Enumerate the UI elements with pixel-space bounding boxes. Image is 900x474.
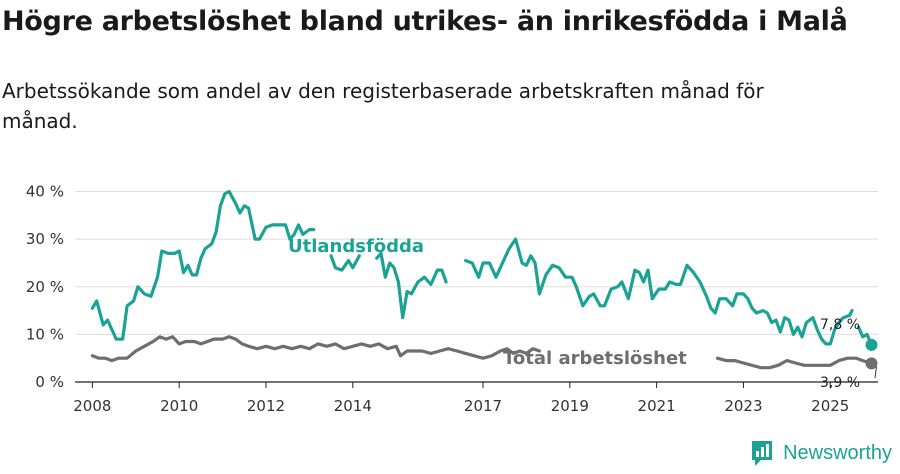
end-label-leader [874,366,877,379]
series-line-1 [90,335,541,363]
x-tick-label: 2012 [247,397,285,415]
y-tick-label: 30 % [26,230,64,248]
y-tick-label: 10 % [26,325,64,343]
x-tick-label: 2023 [724,397,762,415]
y-tick-label: 40 % [26,183,64,201]
grid-layer [75,191,878,383]
series-line-1 [715,356,874,370]
x-tick-label: 2021 [638,397,676,415]
series-layer [90,189,878,370]
x-tick-label: 2025 [811,397,849,415]
x-tick-label: 2008 [73,397,111,415]
end-label-total: 3,9 % [820,375,860,391]
series-label-total: Total arbetslöshet [503,348,687,369]
x-tick-label: 2010 [160,397,198,415]
x-tick-label: 2014 [334,397,372,415]
series-line-0 [375,251,448,320]
brand-logo: Newsworthy [749,438,892,468]
chart-title: Högre arbetslöshet bland utrikes- än inr… [2,6,848,37]
x-tick-label: 2017 [464,397,502,415]
series-label-utlandsfodda: Utlandsfödda [288,236,424,257]
axis-layer: 0 % 10 % 20 % 30 % 40 % 2008 2010 2012 2014 2017 2… [26,183,877,415]
series-line-0 [90,189,316,341]
series-line-0 [464,237,854,346]
end-label-utlandsfodda: 7,8 % [820,317,860,333]
brand-name: Newsworthy [783,441,892,464]
series-line-0 [329,254,361,272]
y-tick-label: 0 % [35,373,64,391]
end-marker-1 [865,357,878,370]
x-tick-label: 2019 [551,397,589,415]
chart-subtitle: Arbetssökande som andel av den registerb… [2,79,764,133]
series-label-layer: Utlandsfödda Total arbetslöshet 7,8 % 3,… [288,236,860,391]
newsworthy-logo-icon [752,441,773,466]
y-tick-label: 20 % [26,278,64,296]
end-marker-0 [865,338,878,351]
